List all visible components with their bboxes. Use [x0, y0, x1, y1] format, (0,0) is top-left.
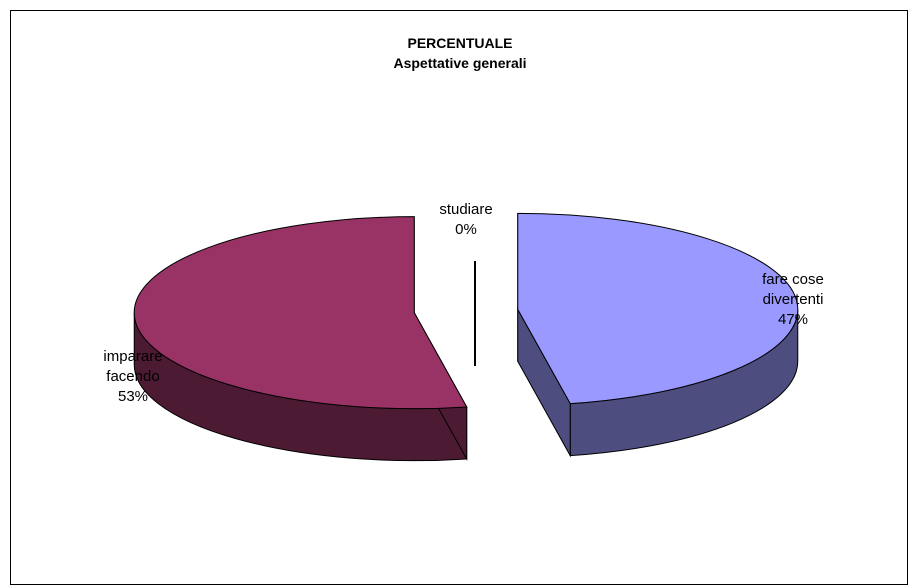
pie-slice-top-2 — [133, 216, 468, 410]
slice-label-0: fare cose divertenti 47% — [762, 271, 824, 328]
pie-slice-0 — [517, 212, 799, 458]
slice-name-0-1: divertenti — [763, 291, 824, 308]
pie-slice-2 — [133, 216, 468, 462]
slice-name-0-0: fare cose — [762, 271, 824, 288]
slice-name-2-0: imparare — [103, 348, 162, 365]
chart-frame: PERCENTUALE Aspettative generali fare co… — [10, 10, 908, 585]
slice-name-2-1: facendo — [106, 368, 159, 385]
slice-name-1-0: studiare — [439, 201, 492, 218]
slice-value-0: 47% — [778, 311, 808, 328]
pie-slice-top-0 — [517, 212, 799, 405]
pie-chart: fare cose divertenti 47% studiare 0% imparare… — [103, 201, 824, 462]
chart-title: PERCENTUALE Aspettative generali — [11, 33, 909, 73]
slice-value-1: 0% — [455, 221, 477, 238]
slice-label-1: studiare 0% — [439, 201, 492, 238]
chart-subtitle: Aspettative generali — [393, 55, 527, 71]
slice-value-2: 53% — [118, 388, 148, 405]
chart-title-main: PERCENTUALE — [407, 35, 513, 51]
slice-label-2: imparare facendo 53% — [103, 348, 162, 405]
